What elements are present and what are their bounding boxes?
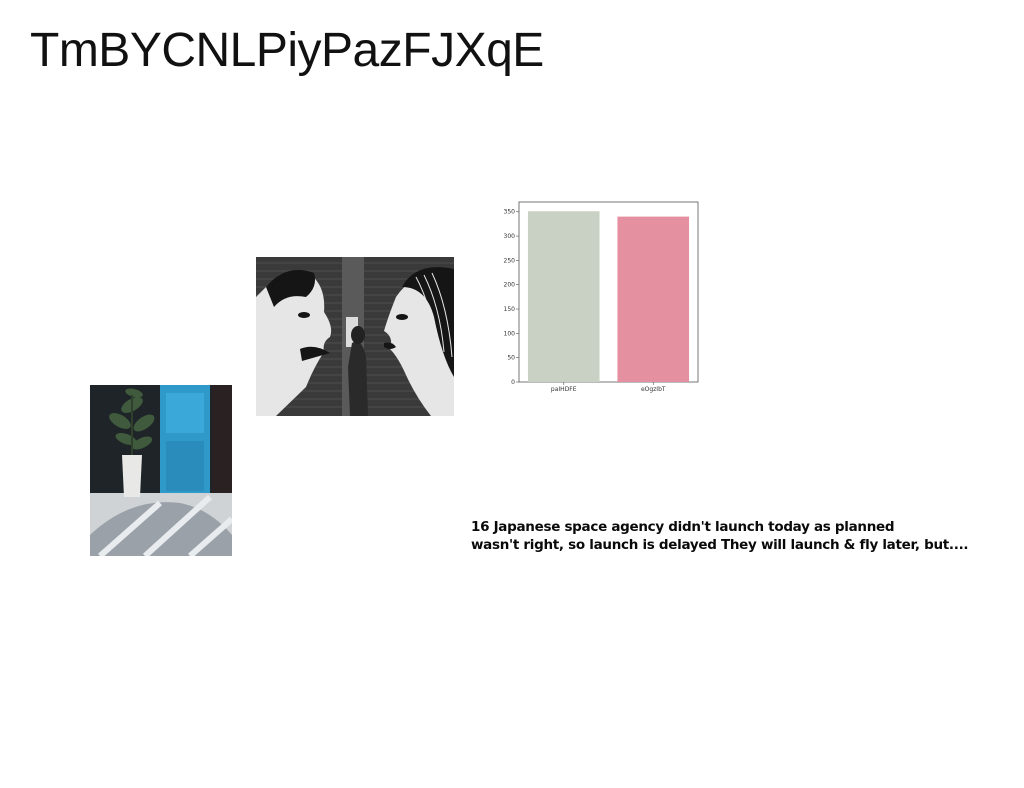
mural-photo [256, 257, 454, 416]
y-tick-label: 0 [511, 379, 515, 386]
chart-frame [518, 201, 699, 383]
caption-text: 16 Japanese space agency didn't launch t… [471, 518, 1023, 554]
caption-line-2: wasn't right, so launch is delayed They … [471, 537, 969, 553]
y-tick-label: 150 [504, 306, 516, 313]
x-tick-label: paIHDFE [551, 386, 577, 393]
bar [617, 216, 690, 382]
y-tick-label: 300 [504, 233, 516, 240]
bar-chart-svg: 0 50 100 150 200 250 300 350 paIHDFE eOgzIbT [504, 201, 699, 393]
y-tick-label: 100 [504, 330, 516, 337]
bar-chart: 0 50 100 150 200 250 300 350 paIHDFE eOgzIbT [500, 198, 705, 398]
x-tick-label: eOgzIbT [641, 386, 666, 393]
caption-line-1: 16 Japanese space agency didn't launch t… [471, 519, 895, 535]
y-tick-label: 200 [504, 282, 516, 289]
y-tick-label: 250 [504, 257, 516, 264]
y-tick-label: 50 [507, 355, 515, 362]
bar [527, 211, 600, 382]
plant-photo [90, 385, 232, 556]
page-title: TmBYCNLPiyPazFJXqE [30, 24, 544, 77]
y-tick-label: 350 [504, 209, 516, 216]
